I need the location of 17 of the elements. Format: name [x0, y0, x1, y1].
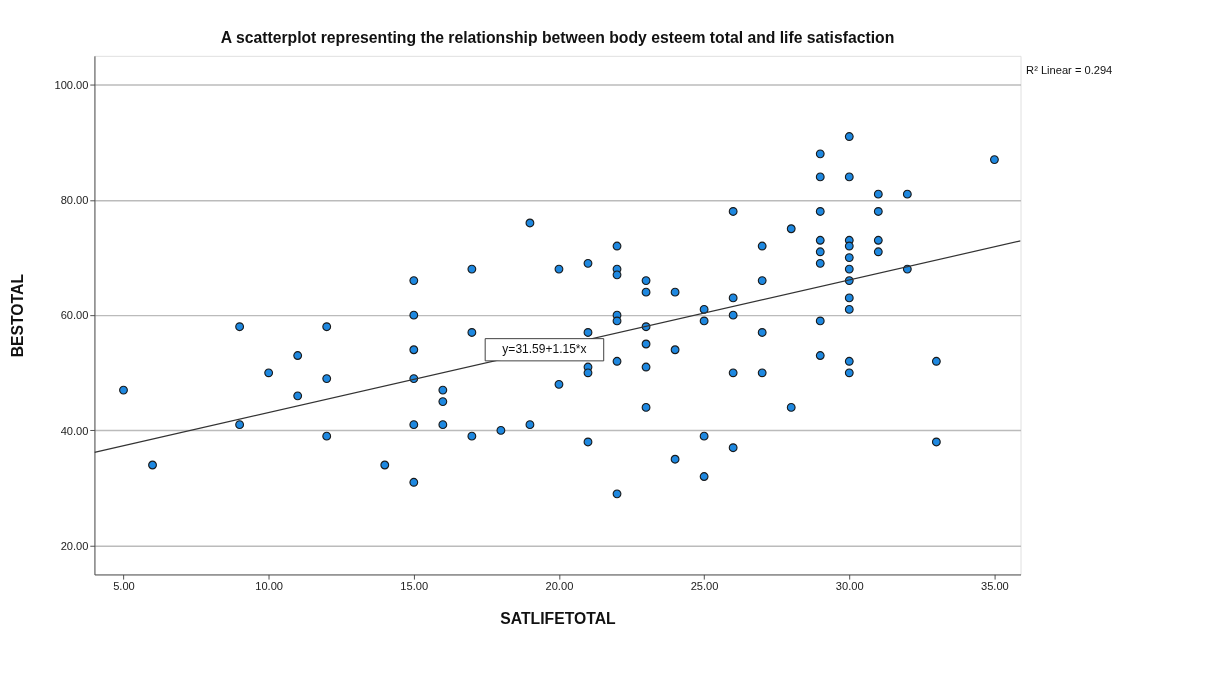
x-tick-label: 10.00 [255, 579, 284, 592]
x-tick-label: 30.00 [835, 579, 864, 592]
text: R² Linear = 0.294 [1026, 64, 1113, 77]
x-tick-label: 25.00 [690, 579, 719, 592]
chart-title: A scatterplot representing the relationship between body esteem total and life satisfaction [220, 28, 895, 46]
y-tick-label: 20.00 [60, 539, 89, 552]
y-tick-label: 100.00 [54, 78, 89, 91]
x-tick-label: 15.00 [400, 579, 429, 592]
y-tick-label: 60.00 [60, 309, 89, 322]
x-tick-label: 5.00 [113, 579, 135, 592]
y-axis-title: BESTOTAL [8, 273, 26, 358]
y-tick-label: 40.00 [60, 424, 89, 437]
y-tick-label: 80.00 [60, 194, 89, 207]
annotation: y=31.59+1.15*x [502, 342, 587, 357]
x-tick-label: 35.00 [980, 579, 1009, 592]
x-axis-title: SATLIFETOTAL [500, 610, 617, 628]
x-tick-label: 20.00 [545, 579, 574, 592]
